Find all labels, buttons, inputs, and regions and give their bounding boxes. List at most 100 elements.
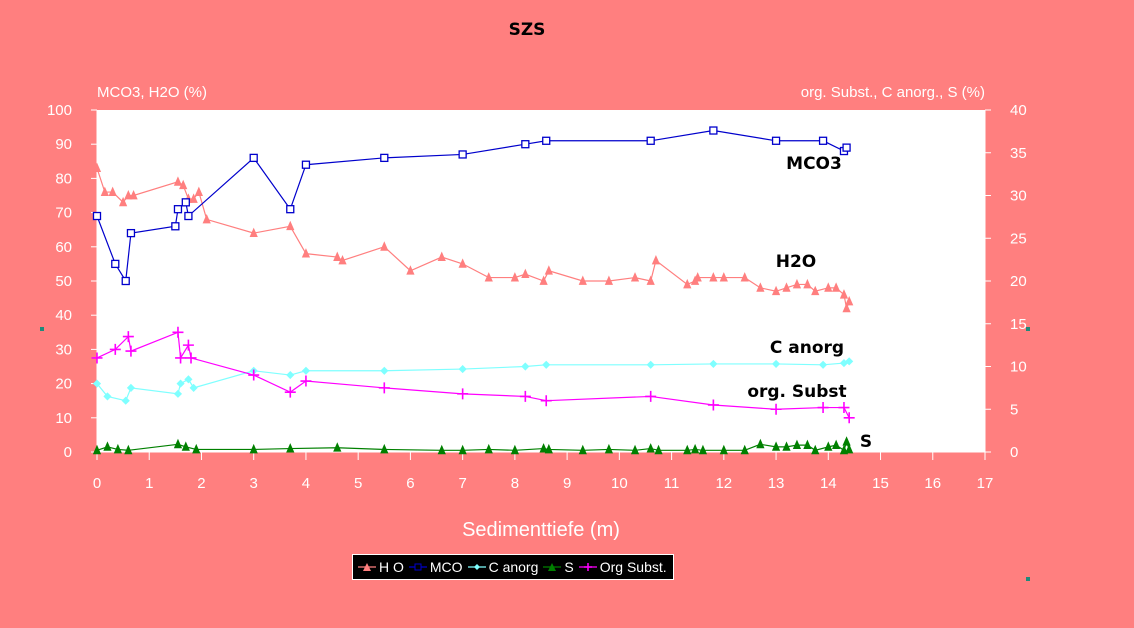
plus-marker: [125, 345, 137, 357]
diamond-marker: [709, 359, 718, 369]
triangle-marker: [782, 441, 791, 451]
square-marker: [709, 126, 718, 135]
triangle-marker: [301, 248, 311, 258]
triangle-marker: [771, 285, 781, 296]
y-left-tick-label: 70: [55, 205, 72, 222]
legend-label: Org Subst.: [599, 559, 667, 575]
square-marker: [458, 150, 467, 159]
legend-item: Org Subst.: [578, 559, 667, 575]
square-marker: [249, 153, 258, 163]
triangle-marker: [842, 302, 851, 313]
plus-marker: [182, 339, 194, 351]
triangle-marker: [803, 439, 812, 450]
diamond-marker: [173, 389, 183, 398]
triangle-marker: [510, 272, 519, 282]
y-axis-right-title: org. Subst., C anorg., S (%): [801, 84, 985, 101]
square-marker: [286, 205, 295, 214]
diamond-marker: [521, 362, 530, 371]
diamond-marker: [819, 360, 828, 369]
triangle-marker: [756, 282, 765, 292]
y-left-tick-label: 0: [64, 444, 72, 461]
square-marker: [181, 198, 190, 207]
y-right-tick-label: 40: [1010, 102, 1027, 119]
triangle-marker: [406, 265, 415, 275]
corner-marker: [1026, 327, 1030, 331]
triangle-marker: [630, 444, 640, 455]
square-marker-icon: [408, 563, 427, 571]
triangle-marker: [771, 441, 781, 451]
triangle-marker: [539, 443, 548, 453]
triangle-marker: [604, 275, 614, 285]
x-tick-label: 14: [820, 475, 837, 492]
square-marker: [173, 205, 183, 214]
triangle-marker: [510, 444, 519, 455]
triangle-marker: [544, 443, 553, 454]
legend-label: S: [564, 559, 574, 575]
triangle-marker: [832, 282, 841, 292]
triangle-marker: [740, 444, 749, 455]
x-tick-label: 17: [977, 475, 994, 492]
triangle-marker: [539, 275, 548, 285]
triangle-marker: [709, 272, 718, 282]
triangle-marker: [842, 436, 851, 446]
triangle-marker: [129, 190, 138, 200]
plus-marker: [172, 326, 184, 338]
diamond-marker: [845, 357, 854, 366]
y-left-tick-label: 90: [55, 136, 72, 153]
legend-item: H O: [357, 559, 404, 575]
triangle-marker: [194, 186, 203, 196]
y-left-tick-label: 60: [55, 239, 72, 256]
diamond-marker: [189, 383, 198, 392]
square-marker: [92, 211, 102, 221]
x-axis-title: Sedimenttiefe (m): [462, 519, 620, 541]
triangle-marker: [824, 441, 833, 451]
triangle-marker: [698, 444, 708, 455]
plus-marker: [838, 402, 850, 414]
diamond-marker: [184, 375, 193, 384]
triangle-marker: [458, 258, 467, 268]
plus-marker: [300, 375, 312, 387]
y-right-tick-label: 5: [1010, 401, 1018, 418]
triangle-marker-icon: [358, 563, 376, 571]
triangle-marker: [683, 278, 692, 289]
diamond-marker: [126, 383, 136, 392]
triangle-marker: [521, 268, 530, 279]
y-left-tick-label: 10: [55, 410, 72, 427]
diamond-marker: [92, 379, 102, 388]
series-annotation-label: org. Subst: [747, 382, 846, 402]
plus-marker: [378, 382, 390, 394]
series-annotation-label: S: [860, 432, 872, 452]
y-right-tick-label: 35: [1010, 145, 1027, 162]
triangle-marker: [181, 441, 190, 451]
x-tick-label: 12: [715, 475, 732, 492]
triangle-marker: [646, 275, 655, 285]
triangle-marker: [832, 439, 841, 450]
triangle-marker: [124, 444, 133, 455]
corner-marker: [1026, 577, 1030, 581]
plus-marker: [540, 395, 552, 407]
triangle-marker: [333, 442, 342, 452]
triangle-marker: [119, 196, 128, 207]
square-marker: [111, 259, 120, 269]
triangle-marker: [338, 254, 347, 265]
triangle-marker: [839, 444, 849, 455]
diamond-marker: [121, 396, 130, 405]
series-annotation-label: H2O: [776, 252, 817, 272]
diamond-marker-icon: [467, 564, 486, 570]
legend-label: MCO: [429, 559, 463, 575]
triangle-marker: [100, 186, 109, 196]
triangle-marker: [811, 444, 820, 455]
diamond-marker: [176, 379, 185, 388]
y-right-tick-label: 20: [1010, 273, 1027, 290]
x-tick-label: 3: [250, 475, 258, 492]
triangle-marker: [646, 443, 655, 453]
diamond-marker: [301, 366, 311, 375]
triangle-marker: [380, 443, 389, 454]
triangle-marker: [286, 220, 295, 231]
square-marker: [542, 136, 551, 145]
triangle-marker: [189, 193, 198, 203]
series-annotation-label: C anorg: [770, 338, 844, 358]
series-s: [92, 436, 854, 455]
triangle-marker: [782, 282, 791, 292]
